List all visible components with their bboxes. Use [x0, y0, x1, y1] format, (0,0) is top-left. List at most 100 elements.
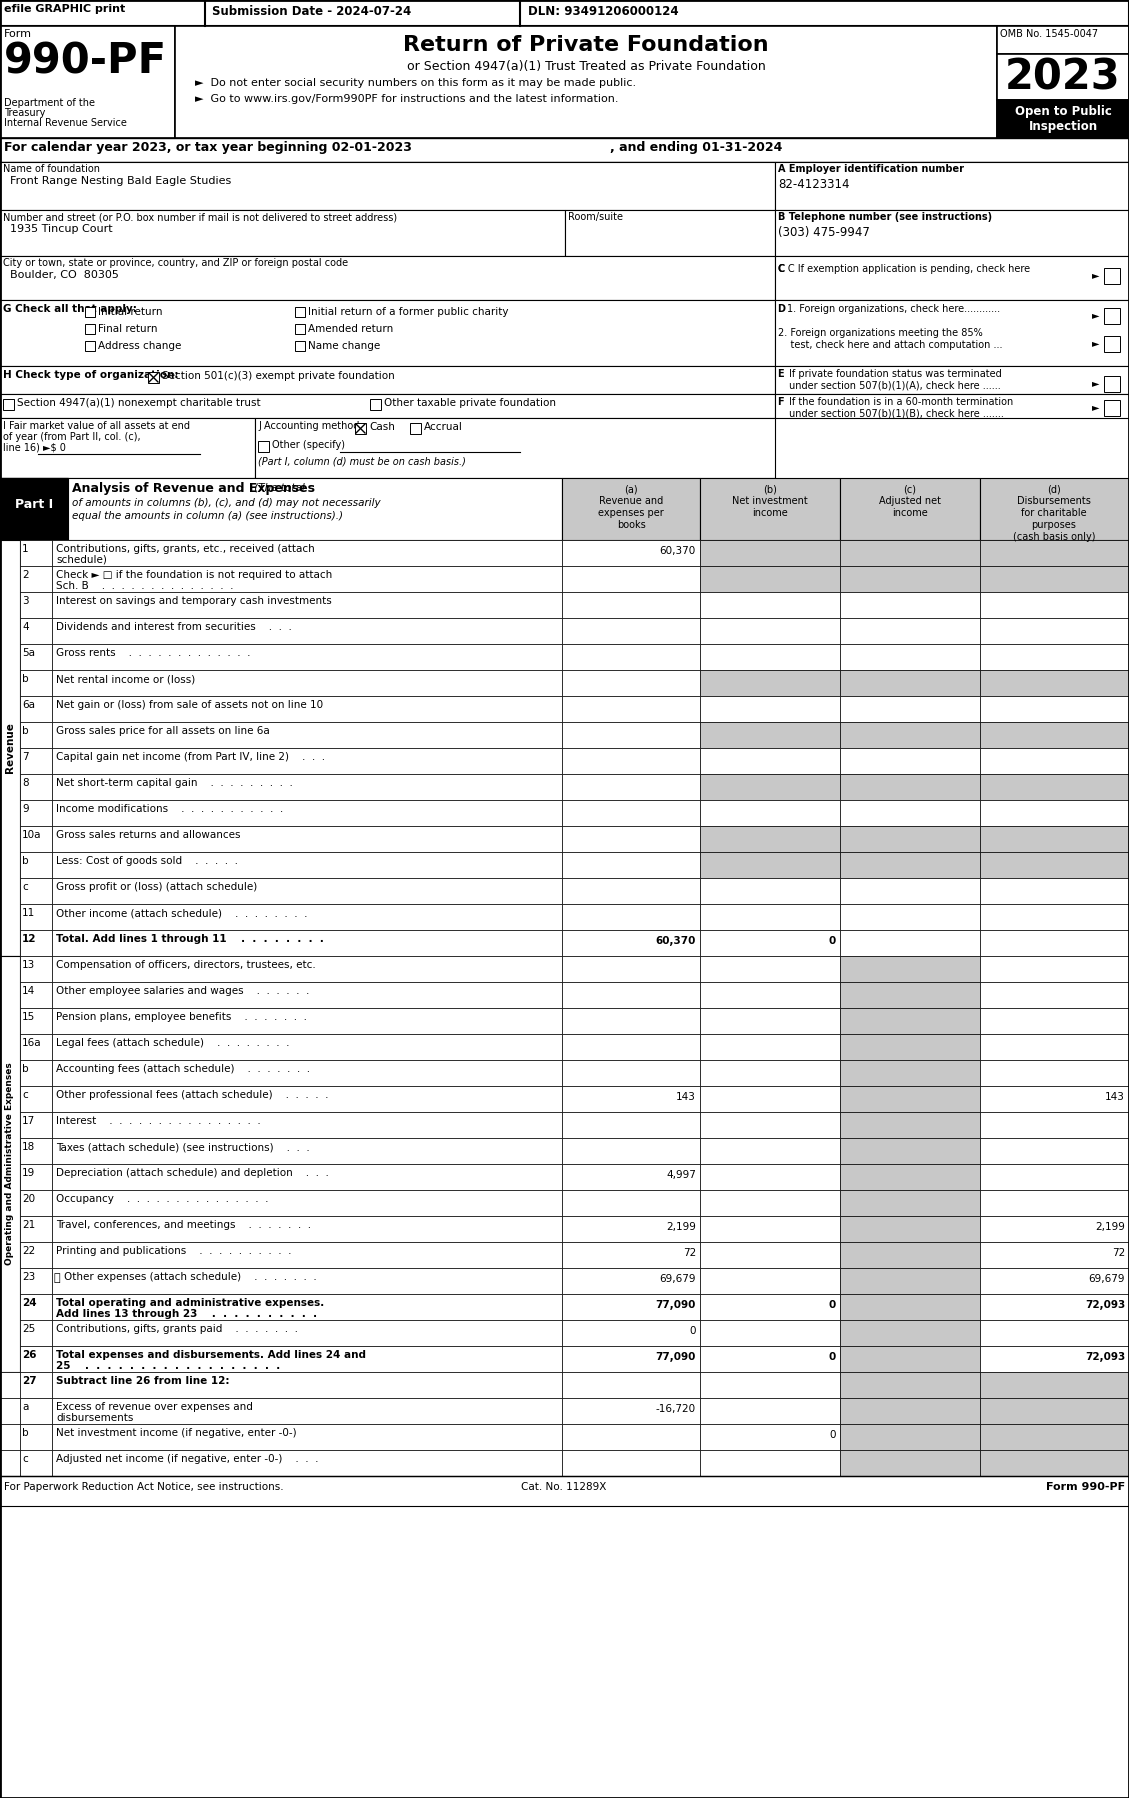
Text: Other professional fees (attach schedule)    .  .  .  .  .: Other professional fees (attach schedule…: [56, 1090, 329, 1100]
Bar: [562, 644, 700, 671]
Bar: [980, 592, 1129, 619]
Text: c: c: [21, 1090, 28, 1100]
Text: 16a: 16a: [21, 1037, 42, 1048]
Bar: [840, 1449, 980, 1476]
Text: 2. Foreign organizations meeting the 85%
    test, check here and attach computa: 2. Foreign organizations meeting the 85%…: [778, 327, 1003, 349]
Text: Number and street (or P.O. box number if mail is not delivered to street address: Number and street (or P.O. box number if…: [3, 212, 397, 221]
Text: 3: 3: [21, 595, 28, 606]
Text: Operating and Administrative Expenses: Operating and Administrative Expenses: [6, 1063, 15, 1266]
Bar: [562, 852, 700, 877]
Bar: [562, 748, 700, 773]
Bar: [52, 1009, 562, 1034]
Text: Revenue: Revenue: [5, 723, 15, 773]
Bar: [840, 1295, 980, 1320]
Bar: [52, 1086, 562, 1111]
Text: of amounts in columns (b), (c), and (d) may not necessarily: of amounts in columns (b), (c), and (d) …: [72, 498, 380, 509]
Text: City or town, state or province, country, and ZIP or foreign postal code: City or town, state or province, country…: [3, 257, 348, 268]
Text: Compensation of officers, directors, trustees, etc.: Compensation of officers, directors, tru…: [56, 960, 316, 969]
Text: 72,093: 72,093: [1085, 1352, 1124, 1363]
Text: Contributions, gifts, grants paid    .  .  .  .  .  .  .: Contributions, gifts, grants paid . . . …: [56, 1323, 298, 1334]
Text: Revenue and: Revenue and: [598, 496, 663, 505]
Bar: [562, 957, 700, 982]
Bar: [980, 1190, 1129, 1215]
Text: Income modifications    .  .  .  .  .  .  .  .  .  .  .: Income modifications . . . . . . . . . .…: [56, 804, 283, 814]
Bar: [840, 1268, 980, 1295]
Bar: [840, 1347, 980, 1372]
Bar: [20, 1372, 52, 1399]
Bar: [0, 957, 20, 1372]
Bar: [774, 367, 1129, 394]
Bar: [3, 399, 14, 410]
Bar: [20, 773, 52, 800]
Bar: [840, 1215, 980, 1242]
Bar: [0, 138, 1129, 162]
Bar: [255, 417, 774, 478]
Bar: [774, 300, 1129, 367]
Bar: [840, 877, 980, 904]
Bar: [410, 423, 421, 433]
Bar: [20, 1424, 52, 1449]
Bar: [0, 1476, 1129, 1507]
Text: 7: 7: [21, 752, 28, 762]
Bar: [562, 1215, 700, 1242]
Bar: [52, 1449, 562, 1476]
Text: b: b: [21, 856, 28, 867]
Bar: [52, 696, 562, 723]
Text: 14: 14: [21, 985, 35, 996]
Text: 21: 21: [21, 1221, 35, 1230]
Text: Initial return: Initial return: [98, 307, 163, 316]
Text: 2: 2: [21, 570, 28, 581]
Bar: [700, 1424, 840, 1449]
Text: Section 4947(a)(1) nonexempt charitable trust: Section 4947(a)(1) nonexempt charitable …: [17, 397, 261, 408]
Text: Return of Private Foundation: Return of Private Foundation: [403, 34, 769, 56]
Text: 0: 0: [830, 1429, 835, 1440]
Bar: [980, 566, 1129, 592]
Text: Printing and publications    .  .  .  .  .  .  .  .  .  .: Printing and publications . . . . . . . …: [56, 1246, 291, 1257]
Text: Dividends and interest from securities    .  .  .: Dividends and interest from securities .…: [56, 622, 292, 633]
Text: 9: 9: [21, 804, 28, 814]
Bar: [52, 592, 562, 619]
Text: Gross sales returns and allowances: Gross sales returns and allowances: [56, 831, 240, 840]
Bar: [980, 957, 1129, 982]
Text: b: b: [21, 674, 28, 683]
Bar: [997, 101, 1129, 138]
Bar: [52, 1320, 562, 1347]
Bar: [774, 255, 1129, 300]
Bar: [52, 1347, 562, 1372]
Bar: [700, 592, 840, 619]
Bar: [52, 671, 562, 696]
Bar: [562, 1372, 700, 1399]
Text: 72,093: 72,093: [1085, 1300, 1124, 1311]
Text: 990-PF: 990-PF: [5, 40, 167, 83]
Text: (c): (c): [903, 484, 917, 494]
Bar: [980, 800, 1129, 825]
Text: Other employee salaries and wages    .  .  .  .  .  .: Other employee salaries and wages . . . …: [56, 985, 309, 996]
Bar: [700, 1320, 840, 1347]
Bar: [20, 982, 52, 1009]
Bar: [840, 619, 980, 644]
Bar: [562, 1086, 700, 1111]
Bar: [20, 904, 52, 930]
Text: -16,720: -16,720: [656, 1404, 695, 1413]
Text: Subtract line 26 from line 12:: Subtract line 26 from line 12:: [56, 1375, 229, 1386]
Bar: [148, 372, 159, 383]
Bar: [20, 696, 52, 723]
Bar: [980, 904, 1129, 930]
Bar: [700, 1034, 840, 1061]
Text: 6a: 6a: [21, 699, 35, 710]
Text: efile GRAPHIC print: efile GRAPHIC print: [5, 4, 125, 14]
Bar: [20, 566, 52, 592]
Bar: [980, 1295, 1129, 1320]
Bar: [700, 1242, 840, 1268]
Bar: [840, 957, 980, 982]
Bar: [562, 1449, 700, 1476]
Bar: [562, 877, 700, 904]
Bar: [562, 1111, 700, 1138]
Text: Contributions, gifts, grants, etc., received (attach: Contributions, gifts, grants, etc., rece…: [56, 545, 315, 554]
Bar: [562, 1061, 700, 1086]
Bar: [1104, 336, 1120, 352]
Bar: [840, 644, 980, 671]
Bar: [840, 1242, 980, 1268]
Text: Interest    .  .  .  .  .  .  .  .  .  .  .  .  .  .  .  .: Interest . . . . . . . . . . . . . . . .: [56, 1117, 261, 1126]
Bar: [700, 748, 840, 773]
